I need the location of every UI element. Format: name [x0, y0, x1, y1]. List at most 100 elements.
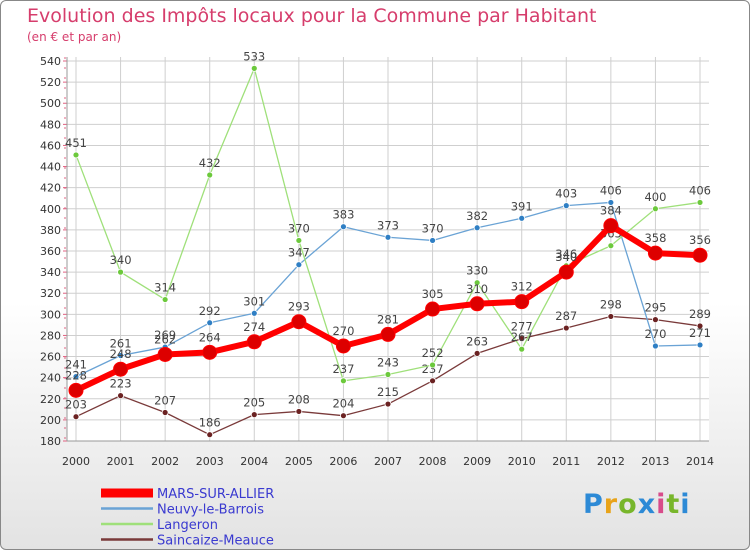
series-point-2: [696, 199, 704, 206]
series-point-1: [562, 202, 570, 210]
data-label-0: 384: [600, 204, 622, 218]
data-label-2: 400: [644, 190, 666, 204]
data-label-2: 370: [288, 221, 310, 235]
y-tick-label: 480: [40, 118, 61, 131]
data-label-3: 298: [600, 297, 622, 311]
data-label-3: 215: [377, 385, 399, 399]
data-label-1: 403: [555, 187, 577, 201]
series-point-2: [473, 279, 481, 287]
series-point-1: [607, 199, 615, 206]
series-point-2: [652, 205, 659, 213]
data-label-0: 281: [377, 312, 399, 326]
series-point-1: [206, 319, 214, 327]
legend-label-2: Langeron: [157, 518, 218, 533]
series-point-0: [558, 264, 574, 280]
data-label-0: 356: [689, 233, 711, 247]
data-label-1: 271: [689, 326, 711, 340]
data-label-3: 287: [555, 309, 577, 323]
series-point-3: [161, 409, 169, 416]
data-label-2: 243: [377, 356, 399, 370]
x-tick-label: 2006: [329, 455, 357, 468]
y-tick-label: 300: [40, 308, 61, 321]
data-label-2: 237: [332, 362, 354, 376]
data-label-1: 261: [110, 337, 132, 351]
series-point-0: [692, 247, 708, 263]
series-point-3: [607, 313, 615, 320]
x-tick-label: 2013: [641, 455, 669, 468]
series-point-3: [429, 377, 436, 385]
series-point-1: [250, 309, 258, 317]
data-label-0: 264: [199, 330, 221, 344]
legend-label-0: MARS-SUR-ALLIER: [157, 487, 274, 502]
legend-label-3: Saincaize-Meauce: [157, 534, 274, 549]
y-tick-label: 220: [40, 393, 61, 406]
data-label-2: 330: [466, 264, 488, 278]
series-point-2: [72, 151, 80, 159]
series-point-1: [340, 223, 347, 231]
x-tick-label: 2012: [597, 455, 625, 468]
series-point-3: [117, 392, 124, 400]
series-point-3: [72, 413, 80, 421]
x-tick-label: 2007: [374, 455, 402, 468]
chart-subtitle: (en € et par an): [27, 30, 122, 44]
series-point-2: [518, 345, 526, 353]
data-label-3: 289: [689, 307, 711, 321]
data-label-1: 391: [511, 199, 533, 213]
data-label-3: 186: [199, 416, 221, 430]
data-label-2: 252: [422, 346, 444, 360]
data-label-2: 314: [154, 281, 176, 295]
series-point-2: [250, 64, 258, 72]
series-point-3: [295, 408, 303, 415]
data-label-0: 270: [332, 324, 354, 338]
logo-letter: x: [637, 489, 657, 520]
data-label-3: 203: [65, 398, 87, 412]
series-point-1: [429, 237, 436, 244]
data-label-0: 310: [466, 282, 488, 296]
data-label-3: 277: [511, 320, 533, 334]
y-tick-label: 520: [40, 76, 61, 89]
data-label-3: 237: [422, 362, 444, 376]
logo-letter: o: [618, 489, 638, 520]
series-point-2: [117, 268, 124, 276]
data-label-2: 406: [689, 183, 711, 197]
y-tick-label: 340: [40, 266, 61, 279]
data-label-1: 382: [466, 209, 488, 223]
series-point-0: [647, 245, 663, 261]
series-point-2: [429, 361, 436, 369]
y-tick-label: 400: [40, 203, 61, 216]
x-tick-label: 2005: [285, 455, 313, 468]
series-point-0: [291, 314, 307, 330]
data-label-1: 383: [332, 208, 354, 222]
data-label-3: 208: [288, 392, 310, 406]
series-point-0: [603, 218, 619, 234]
data-label-0: 293: [288, 300, 310, 314]
data-label-1: 269: [154, 328, 176, 342]
y-tick-label: 500: [40, 97, 61, 110]
series-point-3: [250, 411, 258, 419]
series-point-3: [206, 431, 214, 439]
y-tick-label: 200: [40, 414, 61, 427]
series-point-1: [473, 224, 481, 232]
series-point-3: [652, 316, 659, 324]
series-point-2: [206, 171, 214, 179]
series-point-1: [295, 261, 303, 269]
data-label-3: 205: [243, 396, 265, 410]
data-label-1: 292: [199, 304, 221, 318]
legend-label-1: Neuvy-le-Barrois: [157, 503, 264, 518]
data-label-0: 340: [555, 250, 577, 264]
data-label-0: 358: [644, 231, 666, 245]
y-tick-label: 420: [40, 182, 61, 195]
series-point-1: [696, 341, 704, 349]
series-point-0: [469, 296, 485, 312]
data-label-2: 451: [65, 136, 87, 150]
data-label-2: 346: [555, 247, 577, 261]
series-point-0: [246, 334, 262, 350]
x-tick-label: 2009: [463, 455, 491, 468]
series-point-0: [113, 361, 129, 377]
chart-title: Evolution des Impôts locaux pour la Comm…: [27, 5, 597, 27]
series-point-3: [518, 335, 526, 343]
x-tick-label: 2000: [62, 455, 90, 468]
series-point-2: [607, 242, 615, 250]
data-label-3: 207: [154, 394, 176, 408]
series-point-1: [384, 233, 392, 241]
